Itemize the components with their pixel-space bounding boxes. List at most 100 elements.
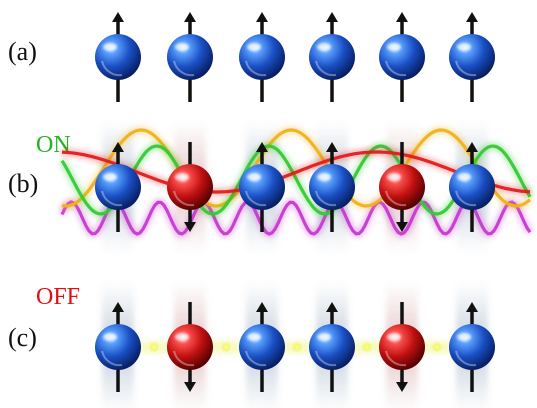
spin-up-arrow-icon bbox=[326, 302, 338, 312]
spin-up-arrow-icon bbox=[466, 142, 478, 152]
ball-highlight bbox=[387, 43, 401, 51]
ball-highlight bbox=[387, 173, 401, 181]
panel-a-spin-row bbox=[95, 12, 495, 102]
spin-down-ball bbox=[167, 164, 213, 210]
panel-b-label: (b) bbox=[8, 169, 38, 198]
spin-up-ball bbox=[379, 34, 425, 80]
spin-down-arrow-icon bbox=[184, 382, 196, 392]
panel-c-spin-5-down bbox=[379, 302, 425, 392]
panel-c-spin-2-down bbox=[167, 302, 213, 392]
panel-b-spin-6-up bbox=[449, 142, 495, 232]
spin-down-arrow-icon bbox=[396, 382, 408, 392]
spin-up-arrow-icon bbox=[326, 12, 338, 22]
ball-highlight bbox=[175, 173, 189, 181]
spin-down-arrow-icon bbox=[396, 222, 408, 232]
panel-b-spin-4-up bbox=[309, 142, 355, 232]
ball-rim-light bbox=[315, 190, 337, 207]
spin-up-ball bbox=[309, 324, 355, 370]
spin-up-ball bbox=[309, 34, 355, 80]
panel-a-spin-2-up bbox=[167, 12, 213, 102]
panel-c-bonds bbox=[138, 341, 452, 353]
panel-b-waves bbox=[58, 126, 534, 238]
ball-rim-light bbox=[455, 190, 477, 207]
spin-up-arrow-icon bbox=[112, 302, 124, 312]
bond-dot-core bbox=[295, 345, 299, 349]
ball-highlight bbox=[247, 333, 261, 341]
spin-down-ball bbox=[379, 164, 425, 210]
ball-highlight bbox=[317, 43, 331, 51]
spin-down-arrow-icon bbox=[184, 222, 196, 232]
panel-a-label: (a) bbox=[8, 37, 37, 66]
panel-b-spin-2-down bbox=[167, 142, 213, 232]
ball-highlight bbox=[317, 173, 331, 181]
spin-up-ball bbox=[95, 164, 141, 210]
orange-wave bbox=[61, 128, 531, 208]
ball-rim-light bbox=[173, 350, 195, 367]
panel-a-spin-3-up bbox=[239, 12, 285, 102]
ball-rim-light bbox=[245, 60, 267, 77]
panel-a-spin-5-up bbox=[379, 12, 425, 102]
ball-rim-light bbox=[315, 60, 337, 77]
panel-c-spin-1-up bbox=[95, 302, 141, 392]
bond-dot-core bbox=[435, 345, 439, 349]
ball-rim-light bbox=[173, 60, 195, 77]
ball-rim-light bbox=[455, 350, 477, 367]
red-wave bbox=[61, 150, 531, 194]
bond-dot-core bbox=[365, 345, 369, 349]
panel-a-spin-6-up bbox=[449, 12, 495, 102]
ball-rim-light bbox=[101, 60, 123, 77]
bond-dot-core bbox=[152, 345, 156, 349]
spin-down-ball bbox=[167, 324, 213, 370]
ball-highlight bbox=[317, 333, 331, 341]
panel-a-spin-4-up bbox=[309, 12, 355, 102]
magenta-wave bbox=[60, 200, 532, 236]
ball-rim-light bbox=[385, 60, 407, 77]
bond-dot-core bbox=[224, 345, 228, 349]
panel-c-spin-row bbox=[95, 302, 495, 392]
panel-c-spin-6-up bbox=[449, 302, 495, 392]
ball-highlight bbox=[175, 43, 189, 51]
spin-up-ball bbox=[449, 164, 495, 210]
off-state-label: OFF bbox=[36, 284, 80, 310]
spin-up-ball bbox=[167, 34, 213, 80]
spin-up-arrow-icon bbox=[112, 142, 124, 152]
ball-highlight bbox=[457, 43, 471, 51]
spin-up-arrow-icon bbox=[466, 302, 478, 312]
ball-highlight bbox=[103, 333, 117, 341]
ball-rim-light bbox=[455, 60, 477, 77]
ball-rim-light bbox=[315, 350, 337, 367]
ball-rim-light bbox=[245, 190, 267, 207]
spin-up-ball bbox=[449, 34, 495, 80]
panel-b-spin-5-down bbox=[379, 142, 425, 232]
spin-down-ball bbox=[379, 324, 425, 370]
spin-up-arrow-icon bbox=[396, 12, 408, 22]
ball-highlight bbox=[457, 333, 471, 341]
ball-highlight bbox=[457, 173, 471, 181]
spin-up-ball bbox=[239, 324, 285, 370]
panel-b-spin-row bbox=[95, 142, 495, 232]
panel-b-spin-3-up bbox=[239, 142, 285, 232]
spin-up-arrow-icon bbox=[326, 142, 338, 152]
spin-up-ball bbox=[95, 34, 141, 80]
spin-up-ball bbox=[239, 34, 285, 80]
panel-c-spin-4-up bbox=[309, 302, 355, 392]
spin-up-arrow-icon bbox=[466, 12, 478, 22]
ball-rim-light bbox=[385, 190, 407, 207]
ball-highlight bbox=[387, 333, 401, 341]
ball-highlight bbox=[175, 333, 189, 341]
ball-highlight bbox=[103, 173, 117, 181]
spin-up-ball bbox=[449, 324, 495, 370]
ball-rim-light bbox=[385, 350, 407, 367]
spin-up-arrow-icon bbox=[256, 302, 268, 312]
ball-rim-light bbox=[173, 190, 195, 207]
panel-c-spin-3-up bbox=[239, 302, 285, 392]
spin-up-arrow-icon bbox=[256, 12, 268, 22]
spin-up-arrow-icon bbox=[256, 142, 268, 152]
ball-rim-light bbox=[101, 190, 123, 207]
ball-highlight bbox=[103, 43, 117, 51]
green-wave bbox=[60, 144, 532, 216]
panel-c-label: (c) bbox=[8, 323, 37, 352]
spin-up-arrow-icon bbox=[112, 12, 124, 22]
